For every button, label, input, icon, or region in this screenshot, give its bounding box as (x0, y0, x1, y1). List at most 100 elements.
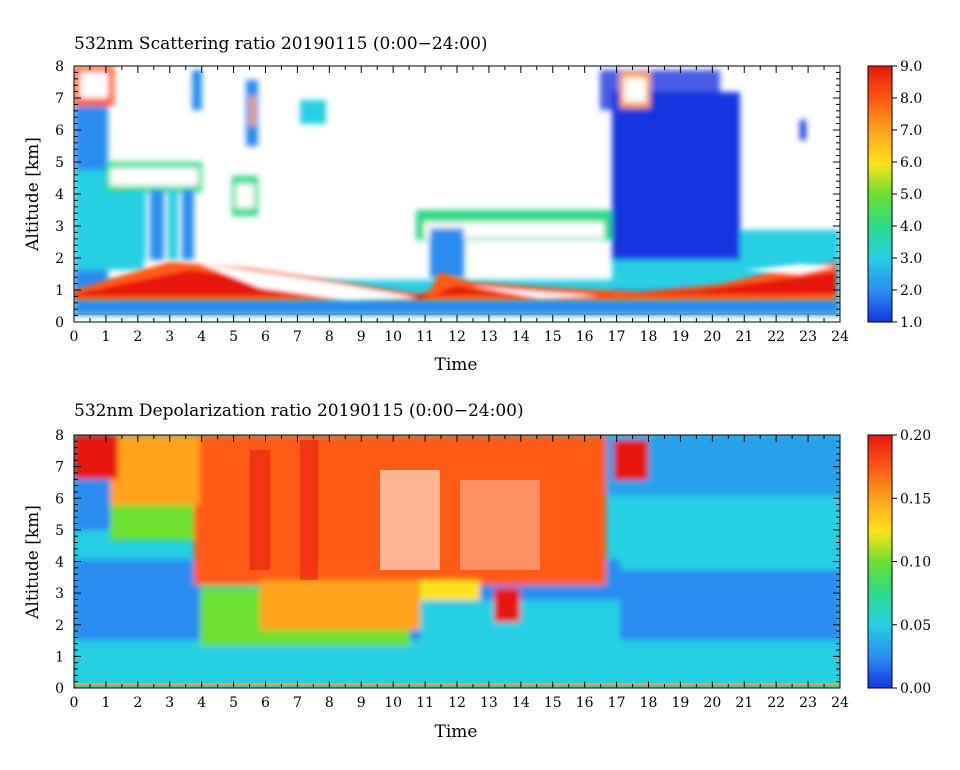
y-tick-label: 5 (55, 523, 64, 539)
y-axis: 0 1 2 3 4 5 6 7 8 (55, 59, 840, 331)
x-tick-label: 16 (576, 329, 594, 345)
x-axis: 0 1 2 3 4 5 6 7 8 9 10 11 12 13 14 15 16 17 18 19 20 21 22 23 24 (70, 66, 849, 345)
colorbar-gradient (867, 65, 893, 323)
x-tick-label: 1 (101, 695, 110, 711)
colorbar-tick-label: 4.0 (900, 219, 922, 235)
x-tick-label: 15 (544, 695, 562, 711)
y-tick-label: 5 (55, 155, 64, 171)
y-tick-label: 0 (55, 681, 64, 697)
colorbar-tick-label: 6.0 (900, 155, 922, 171)
depolarization-ratio-panel: 532nm Depolarization ratio 20190115 (0:0… (23, 401, 931, 742)
colorbar-ticks: 1.0 2.0 3.0 4.0 5.0 6.0 7.0 8.0 9.0 (892, 59, 922, 331)
colorbar-tick-label: 0.10 (900, 555, 931, 571)
colorbar-tick-label: 0.15 (900, 491, 931, 507)
x-tick-label: 13 (480, 329, 498, 345)
colorbar: 1.0 2.0 3.0 4.0 5.0 6.0 7.0 8.0 9.0 (867, 59, 922, 331)
y-tick-label: 2 (55, 251, 64, 267)
x-axis-label: Time (435, 722, 478, 742)
x-tick-label: 17 (608, 695, 626, 711)
x-tick-label: 21 (735, 695, 753, 711)
x-tick-label: 20 (703, 695, 721, 711)
scattering-heatmap (74, 66, 840, 322)
x-tick-label: 8 (325, 695, 334, 711)
colorbar-tick-label: 9.0 (900, 59, 922, 75)
y-tick-label: 7 (55, 91, 64, 107)
y-axis: 0 1 2 3 4 5 6 7 8 (55, 428, 840, 697)
scattering-ratio-panel: 532nm Scattering ratio 20190115 (0:00−24… (23, 34, 922, 375)
y-tick-label: 6 (55, 491, 64, 507)
y-axis-label: Altitude [km] (23, 505, 43, 620)
x-tick-label: 21 (735, 329, 753, 345)
x-tick-label: 4 (197, 695, 206, 711)
x-tick-label: 0 (70, 329, 79, 345)
x-tick-label: 10 (384, 329, 402, 345)
colorbar: 0.00 0.05 0.10 0.15 0.20 (867, 428, 931, 697)
x-tick-label: 8 (325, 329, 334, 345)
x-tick-label: 23 (799, 329, 817, 345)
y-tick-label: 3 (55, 219, 64, 235)
colorbar-ticks: 0.00 0.05 0.10 0.15 0.20 (892, 428, 931, 697)
y-tick-label: 4 (55, 187, 64, 203)
x-tick-label: 6 (261, 329, 270, 345)
colorbar-tick-label: 3.0 (900, 251, 922, 267)
x-tick-label: 3 (165, 329, 174, 345)
depolarization-heatmap (74, 435, 840, 688)
colorbar-tick-label: 0.05 (900, 618, 931, 634)
x-tick-label: 19 (672, 695, 690, 711)
x-tick-label: 11 (416, 695, 434, 711)
x-tick-label: 12 (448, 329, 466, 345)
x-tick-label: 15 (544, 329, 562, 345)
x-tick-label: 10 (384, 695, 402, 711)
x-tick-label: 14 (512, 329, 530, 345)
y-tick-label: 8 (55, 59, 64, 75)
x-tick-label: 18 (640, 329, 658, 345)
x-tick-label: 22 (767, 695, 785, 711)
colorbar-tick-label: 2.0 (900, 283, 922, 299)
x-tick-label: 24 (831, 695, 849, 711)
x-tick-label: 5 (229, 329, 238, 345)
x-tick-label: 12 (448, 695, 466, 711)
x-tick-label: 0 (70, 695, 79, 711)
x-tick-label: 23 (799, 695, 817, 711)
y-tick-label: 1 (55, 283, 64, 299)
colorbar-tick-label: 7.0 (900, 123, 922, 139)
y-tick-label: 4 (55, 555, 64, 571)
y-tick-label: 1 (55, 649, 64, 665)
x-tick-label: 7 (293, 695, 302, 711)
colorbar-tick-label: 8.0 (900, 91, 922, 107)
x-tick-label: 1 (101, 329, 110, 345)
colorbar-gradient (867, 434, 893, 689)
y-tick-label: 6 (55, 123, 64, 139)
x-axis-label: Time (435, 355, 478, 375)
x-tick-label: 4 (197, 329, 206, 345)
y-tick-label: 8 (55, 428, 64, 444)
x-tick-label: 22 (767, 329, 785, 345)
y-tick-label: 2 (55, 618, 64, 634)
x-tick-label: 13 (480, 695, 498, 711)
x-tick-label: 5 (229, 695, 238, 711)
x-tick-label: 14 (512, 695, 530, 711)
x-tick-label: 11 (416, 329, 434, 345)
x-tick-label: 24 (831, 329, 849, 345)
y-tick-label: 3 (55, 586, 64, 602)
x-axis: 0 1 2 3 4 5 6 7 8 9 10 11 12 13 14 15 16 17 18 19 20 21 22 23 24 (70, 435, 849, 711)
y-tick-label: 7 (55, 460, 64, 476)
chart-title: 532nm Scattering ratio 20190115 (0:00−24… (74, 34, 488, 54)
colorbar-tick-label: 5.0 (900, 187, 922, 203)
x-tick-label: 19 (672, 329, 690, 345)
x-tick-label: 16 (576, 695, 594, 711)
x-tick-label: 3 (165, 695, 174, 711)
x-tick-label: 6 (261, 695, 270, 711)
chart-title: 532nm Depolarization ratio 20190115 (0:0… (74, 401, 524, 421)
x-tick-label: 2 (133, 695, 142, 711)
x-tick-label: 9 (357, 695, 366, 711)
x-tick-label: 18 (640, 695, 658, 711)
y-tick-label: 0 (55, 315, 64, 331)
y-axis-label: Altitude [km] (23, 137, 43, 252)
x-tick-label: 20 (703, 329, 721, 345)
x-tick-label: 17 (608, 329, 626, 345)
colorbar-tick-label: 0.20 (900, 428, 931, 444)
x-tick-label: 9 (357, 329, 366, 345)
colorbar-tick-label: 0.00 (900, 681, 931, 697)
